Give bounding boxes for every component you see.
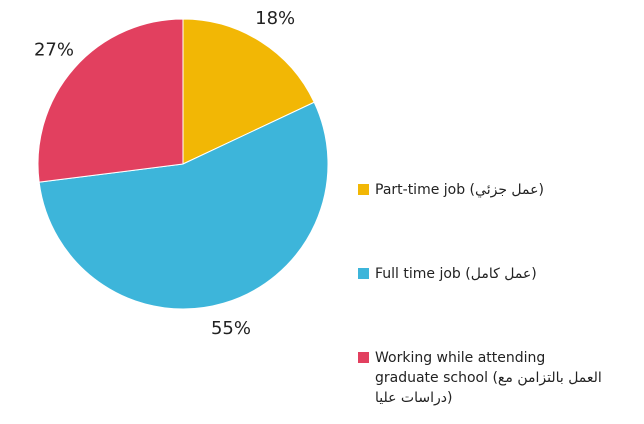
pie-slice (37, 18, 184, 183)
legend-item: Working while attending graduate school … (358, 348, 608, 408)
legend-item: Full time job (عمل كامل) (358, 264, 608, 284)
slice-label: 27% (34, 39, 74, 60)
pie-slice (38, 101, 329, 310)
legend-item: Part-time job (عمل جزئي) (358, 180, 608, 200)
pie-slice (182, 18, 315, 165)
slice-label: 55% (211, 318, 251, 339)
slice-label: 18% (255, 8, 295, 29)
legend-label: Part-time job (عمل جزئي) (375, 182, 544, 198)
legend-label: Full time job (عمل كامل) (375, 266, 537, 282)
legend-swatch (358, 268, 369, 279)
legend-label: Working while attending graduate school … (375, 350, 602, 406)
legend-swatch (358, 352, 369, 363)
legend-swatch (358, 184, 369, 195)
